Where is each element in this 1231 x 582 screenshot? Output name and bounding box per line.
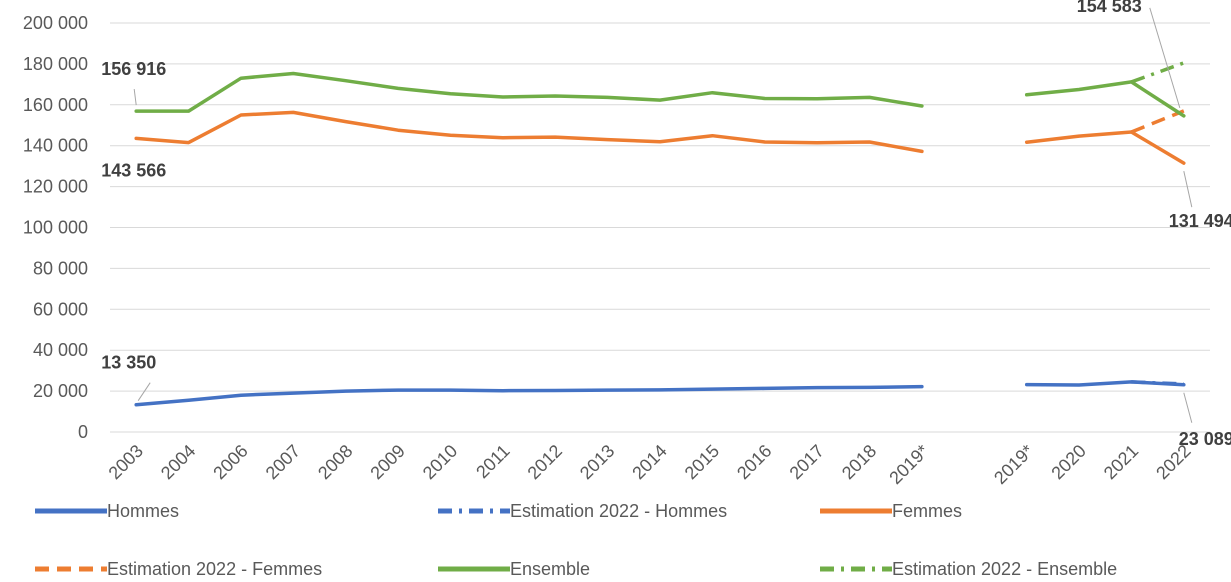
legend-label-ensemble: Ensemble (510, 559, 590, 579)
series-line-femmes-0 (134, 110, 924, 154)
x-tick-label: 2008 (314, 441, 356, 483)
data-label-leader (133, 89, 137, 106)
legend-label-hommes: Hommes (107, 501, 179, 521)
legend-label-estimation-2022-ensemble: Estimation 2022 - Ensemble (892, 559, 1117, 579)
legend-label-estimation-2022-femmes: Estimation 2022 - Femmes (107, 559, 322, 579)
data-label-leader (1183, 170, 1193, 208)
x-tick-label: 2007 (262, 441, 304, 483)
y-tick-label: 160 000 (23, 95, 88, 115)
x-tick-label: 2009 (366, 441, 408, 483)
y-tick-label: 100 000 (23, 218, 88, 238)
x-tick-label: 2018 (838, 441, 880, 483)
series-line-ensemble-1 (1024, 80, 1186, 118)
series-line-hommes-1 (1024, 380, 1186, 387)
x-tick-label: 2019* (885, 441, 932, 488)
x-tick-label: 2021 (1100, 441, 1142, 483)
x-tick-label: 2014 (628, 441, 670, 483)
series-line-estimation-2022-hommes-0 (1131, 380, 1184, 386)
y-tick-label: 60 000 (33, 299, 88, 319)
data-label: 131 494 (1169, 211, 1231, 231)
series-line-hommes-0 (134, 384, 924, 407)
x-tick-label: 2013 (576, 441, 618, 483)
x-tick-label: 2004 (157, 441, 199, 483)
legend-label-femmes: Femmes (892, 501, 962, 521)
data-label-leader (137, 382, 151, 401)
x-tick-label: 2003 (105, 441, 147, 483)
legend-label-estimation-2022-hommes: Estimation 2022 - Hommes (510, 501, 727, 521)
data-label: 154 583 (1077, 0, 1142, 16)
series-line-estimation-2022-ensemble-0 (1130, 61, 1185, 84)
series-line-ensemble-0 (134, 71, 924, 113)
x-tick-label: 2012 (524, 441, 566, 483)
x-tick-label: 2011 (472, 441, 514, 483)
series-line-femmes-1 (1024, 130, 1186, 165)
y-tick-label: 140 000 (23, 136, 88, 156)
x-tick-label: 2010 (419, 441, 461, 483)
data-label: 143 566 (101, 160, 166, 180)
y-tick-label: 200 000 (23, 13, 88, 33)
y-tick-label: 20 000 (33, 381, 88, 401)
data-label-leader (1149, 7, 1181, 109)
y-tick-label: 40 000 (33, 340, 88, 360)
data-label-leader (1183, 392, 1193, 423)
x-tick-label: 2017 (786, 441, 828, 483)
series-line-estimation-2022-femmes-0 (1130, 109, 1185, 134)
y-tick-label: 80 000 (33, 258, 88, 278)
x-tick-label: 2019* (990, 441, 1037, 488)
y-tick-label: 180 000 (23, 54, 88, 74)
x-tick-label: 2006 (209, 441, 251, 483)
x-tick-label: 2015 (681, 441, 723, 483)
y-tick-label: 120 000 (23, 177, 88, 197)
data-label: 13 350 (101, 353, 156, 373)
x-tick-label: 2020 (1047, 441, 1089, 483)
data-label: 23 089 (1179, 429, 1231, 449)
data-label: 156 916 (101, 59, 166, 79)
x-tick-label: 2016 (733, 441, 775, 483)
y-tick-label: 0 (78, 422, 88, 442)
